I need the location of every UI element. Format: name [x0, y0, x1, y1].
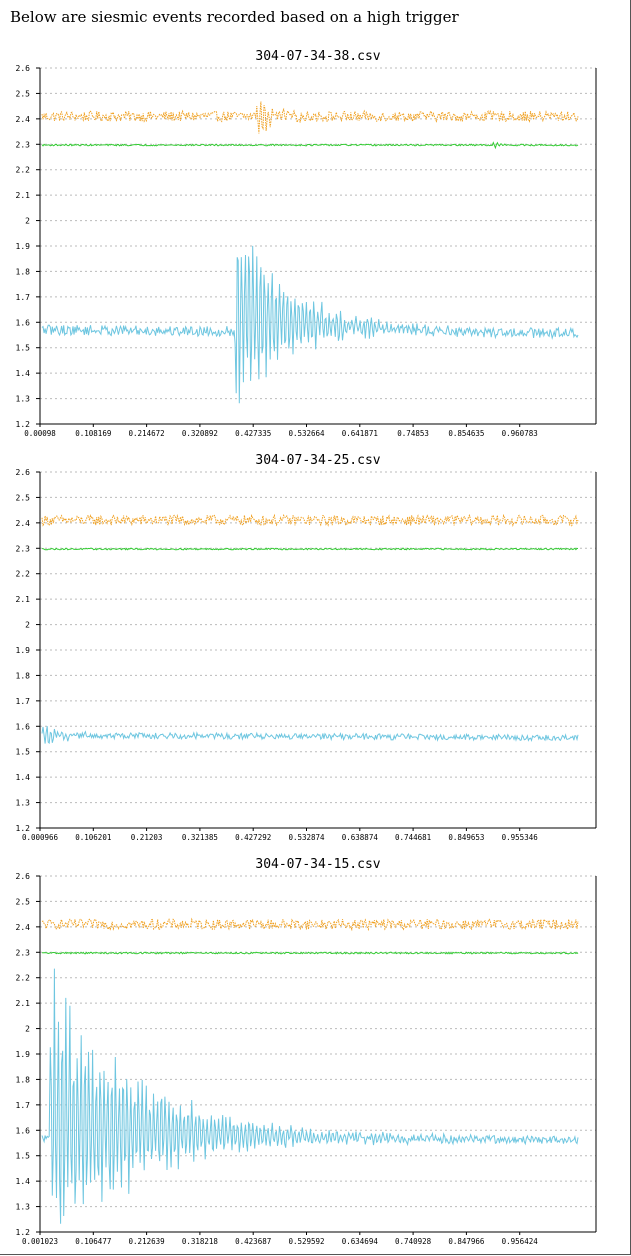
x-tick-label: 0.001023 — [22, 1237, 58, 1246]
y-tick-label: 1.4 — [16, 1177, 31, 1186]
y-tick-label: 1.2 — [16, 420, 31, 429]
chart-title: 304-07-34-25.csv — [255, 453, 380, 468]
y-tick-label: 1.2 — [16, 824, 31, 833]
y-tick-label: 2.4 — [16, 519, 31, 528]
y-tick-label: 1.9 — [16, 1050, 31, 1059]
x-tick-label: 0.000966 — [22, 833, 59, 842]
y-tick-label: 1.5 — [16, 344, 31, 353]
y-tick-label: 1.3 — [16, 395, 31, 404]
y-tick-label: 1.4 — [16, 773, 31, 782]
y-tick-label: 1.3 — [16, 799, 31, 808]
y-tick-label: 2 — [25, 217, 30, 226]
x-tick-label: 0.634694 — [342, 1237, 379, 1246]
y-tick-label: 2 — [25, 621, 30, 630]
series-line-orange — [41, 513, 579, 527]
y-tick-label: 1.8 — [16, 671, 31, 680]
series-line-green — [42, 547, 579, 551]
x-tick-label: 0.960783 — [502, 429, 538, 438]
y-tick-label: 1.8 — [16, 1075, 31, 1084]
series-line-orange — [41, 917, 579, 932]
y-tick-label: 2.2 — [16, 974, 31, 983]
x-tick-label: 0.532874 — [288, 833, 325, 842]
page-heading: Below are siesmic events recorded based … — [10, 8, 459, 26]
chart-title: 304-07-34-15.csv — [255, 857, 380, 872]
y-tick-label: 1.7 — [16, 697, 31, 706]
y-tick-label: 1.7 — [16, 1101, 31, 1110]
x-tick-label: 0.318218 — [182, 1237, 219, 1246]
y-tick-label: 2.2 — [16, 166, 31, 175]
x-tick-label: 0.427335 — [235, 429, 271, 438]
x-tick-label: 0.955346 — [502, 833, 539, 842]
x-tick-label: 0.106477 — [75, 1237, 111, 1246]
y-tick-label: 2.3 — [16, 544, 31, 553]
x-tick-label: 0.423687 — [235, 1237, 271, 1246]
series-line-green — [41, 141, 579, 150]
x-tick-label: 0.108169 — [75, 429, 111, 438]
series-line-blue — [41, 245, 579, 404]
y-tick-label: 1.6 — [16, 722, 31, 731]
x-tick-label: 0.427292 — [235, 833, 271, 842]
x-tick-label: 0.532664 — [288, 429, 325, 438]
y-tick-label: 1.6 — [16, 318, 31, 327]
series-line-orange — [41, 101, 579, 134]
x-tick-label: 0.21203 — [131, 833, 163, 842]
series-line-green — [41, 951, 579, 955]
x-tick-label: 0.214672 — [129, 429, 165, 438]
y-tick-label: 2.2 — [16, 570, 31, 579]
x-tick-label: 0.854635 — [448, 429, 484, 438]
y-tick-label: 2.5 — [16, 493, 31, 502]
x-tick-label: 0.529592 — [288, 1237, 324, 1246]
x-tick-label: 0.321385 — [182, 833, 218, 842]
y-tick-label: 2.3 — [16, 948, 31, 957]
y-tick-label: 1.6 — [16, 1126, 31, 1135]
x-tick-label: 0.00098 — [24, 429, 56, 438]
chart-3: 304-07-34-15.csv 1.2 1.3 1.4 1.5 1.6 1.7 1.8 1.9… — [16, 857, 597, 1246]
x-tick-label: 0.641871 — [342, 429, 378, 438]
y-tick-label: 2.4 — [16, 115, 31, 124]
x-tick-label: 0.847966 — [448, 1237, 485, 1246]
x-tick-label: 0.744681 — [395, 833, 431, 842]
y-tick-label: 2.1 — [16, 595, 31, 604]
y-tick-label: 2 — [25, 1025, 30, 1034]
x-tick-label: 0.74853 — [397, 429, 429, 438]
x-tick-label: 0.740928 — [395, 1237, 432, 1246]
series-line-blue — [41, 968, 579, 1224]
chart-title: 304-07-34-38.csv — [255, 49, 380, 64]
y-tick-label: 1.8 — [16, 267, 31, 276]
x-tick-label: 0.638874 — [342, 833, 379, 842]
y-tick-label: 1.9 — [16, 242, 31, 251]
y-tick-label: 2.5 — [16, 897, 31, 906]
x-tick-label: 0.849653 — [448, 833, 484, 842]
y-tick-label: 1.3 — [16, 1203, 31, 1212]
y-tick-label: 1.5 — [16, 748, 31, 757]
chart-1: 304-07-34-38.csv 1.2 1.3 1.4 1.5 1.6 1.7 1.8 1.9… — [16, 49, 597, 438]
y-tick-label: 2.5 — [16, 89, 31, 98]
y-tick-label: 2.3 — [16, 140, 31, 149]
y-tick-label: 1.7 — [16, 293, 31, 302]
x-tick-label: 0.320892 — [182, 429, 218, 438]
y-tick-label: 1.5 — [16, 1152, 31, 1161]
y-tick-label: 1.4 — [16, 369, 31, 378]
chart-2: 304-07-34-25.csv 1.2 1.3 1.4 1.5 1.6 1.7 1.8 1.9… — [16, 453, 597, 842]
y-tick-label: 2.6 — [16, 64, 31, 73]
y-tick-label: 1.9 — [16, 646, 31, 655]
y-tick-label: 2.1 — [16, 191, 31, 200]
y-tick-label: 2.4 — [16, 923, 31, 932]
y-tick-label: 2.6 — [16, 468, 31, 477]
y-tick-label: 2.6 — [16, 872, 31, 881]
y-tick-label: 2.1 — [16, 999, 31, 1008]
x-tick-label: 0.106201 — [75, 833, 111, 842]
y-tick-label: 1.2 — [16, 1228, 31, 1237]
x-tick-label: 0.212639 — [129, 1237, 165, 1246]
series-line-blue — [41, 726, 579, 745]
x-tick-label: 0.956424 — [502, 1237, 539, 1246]
